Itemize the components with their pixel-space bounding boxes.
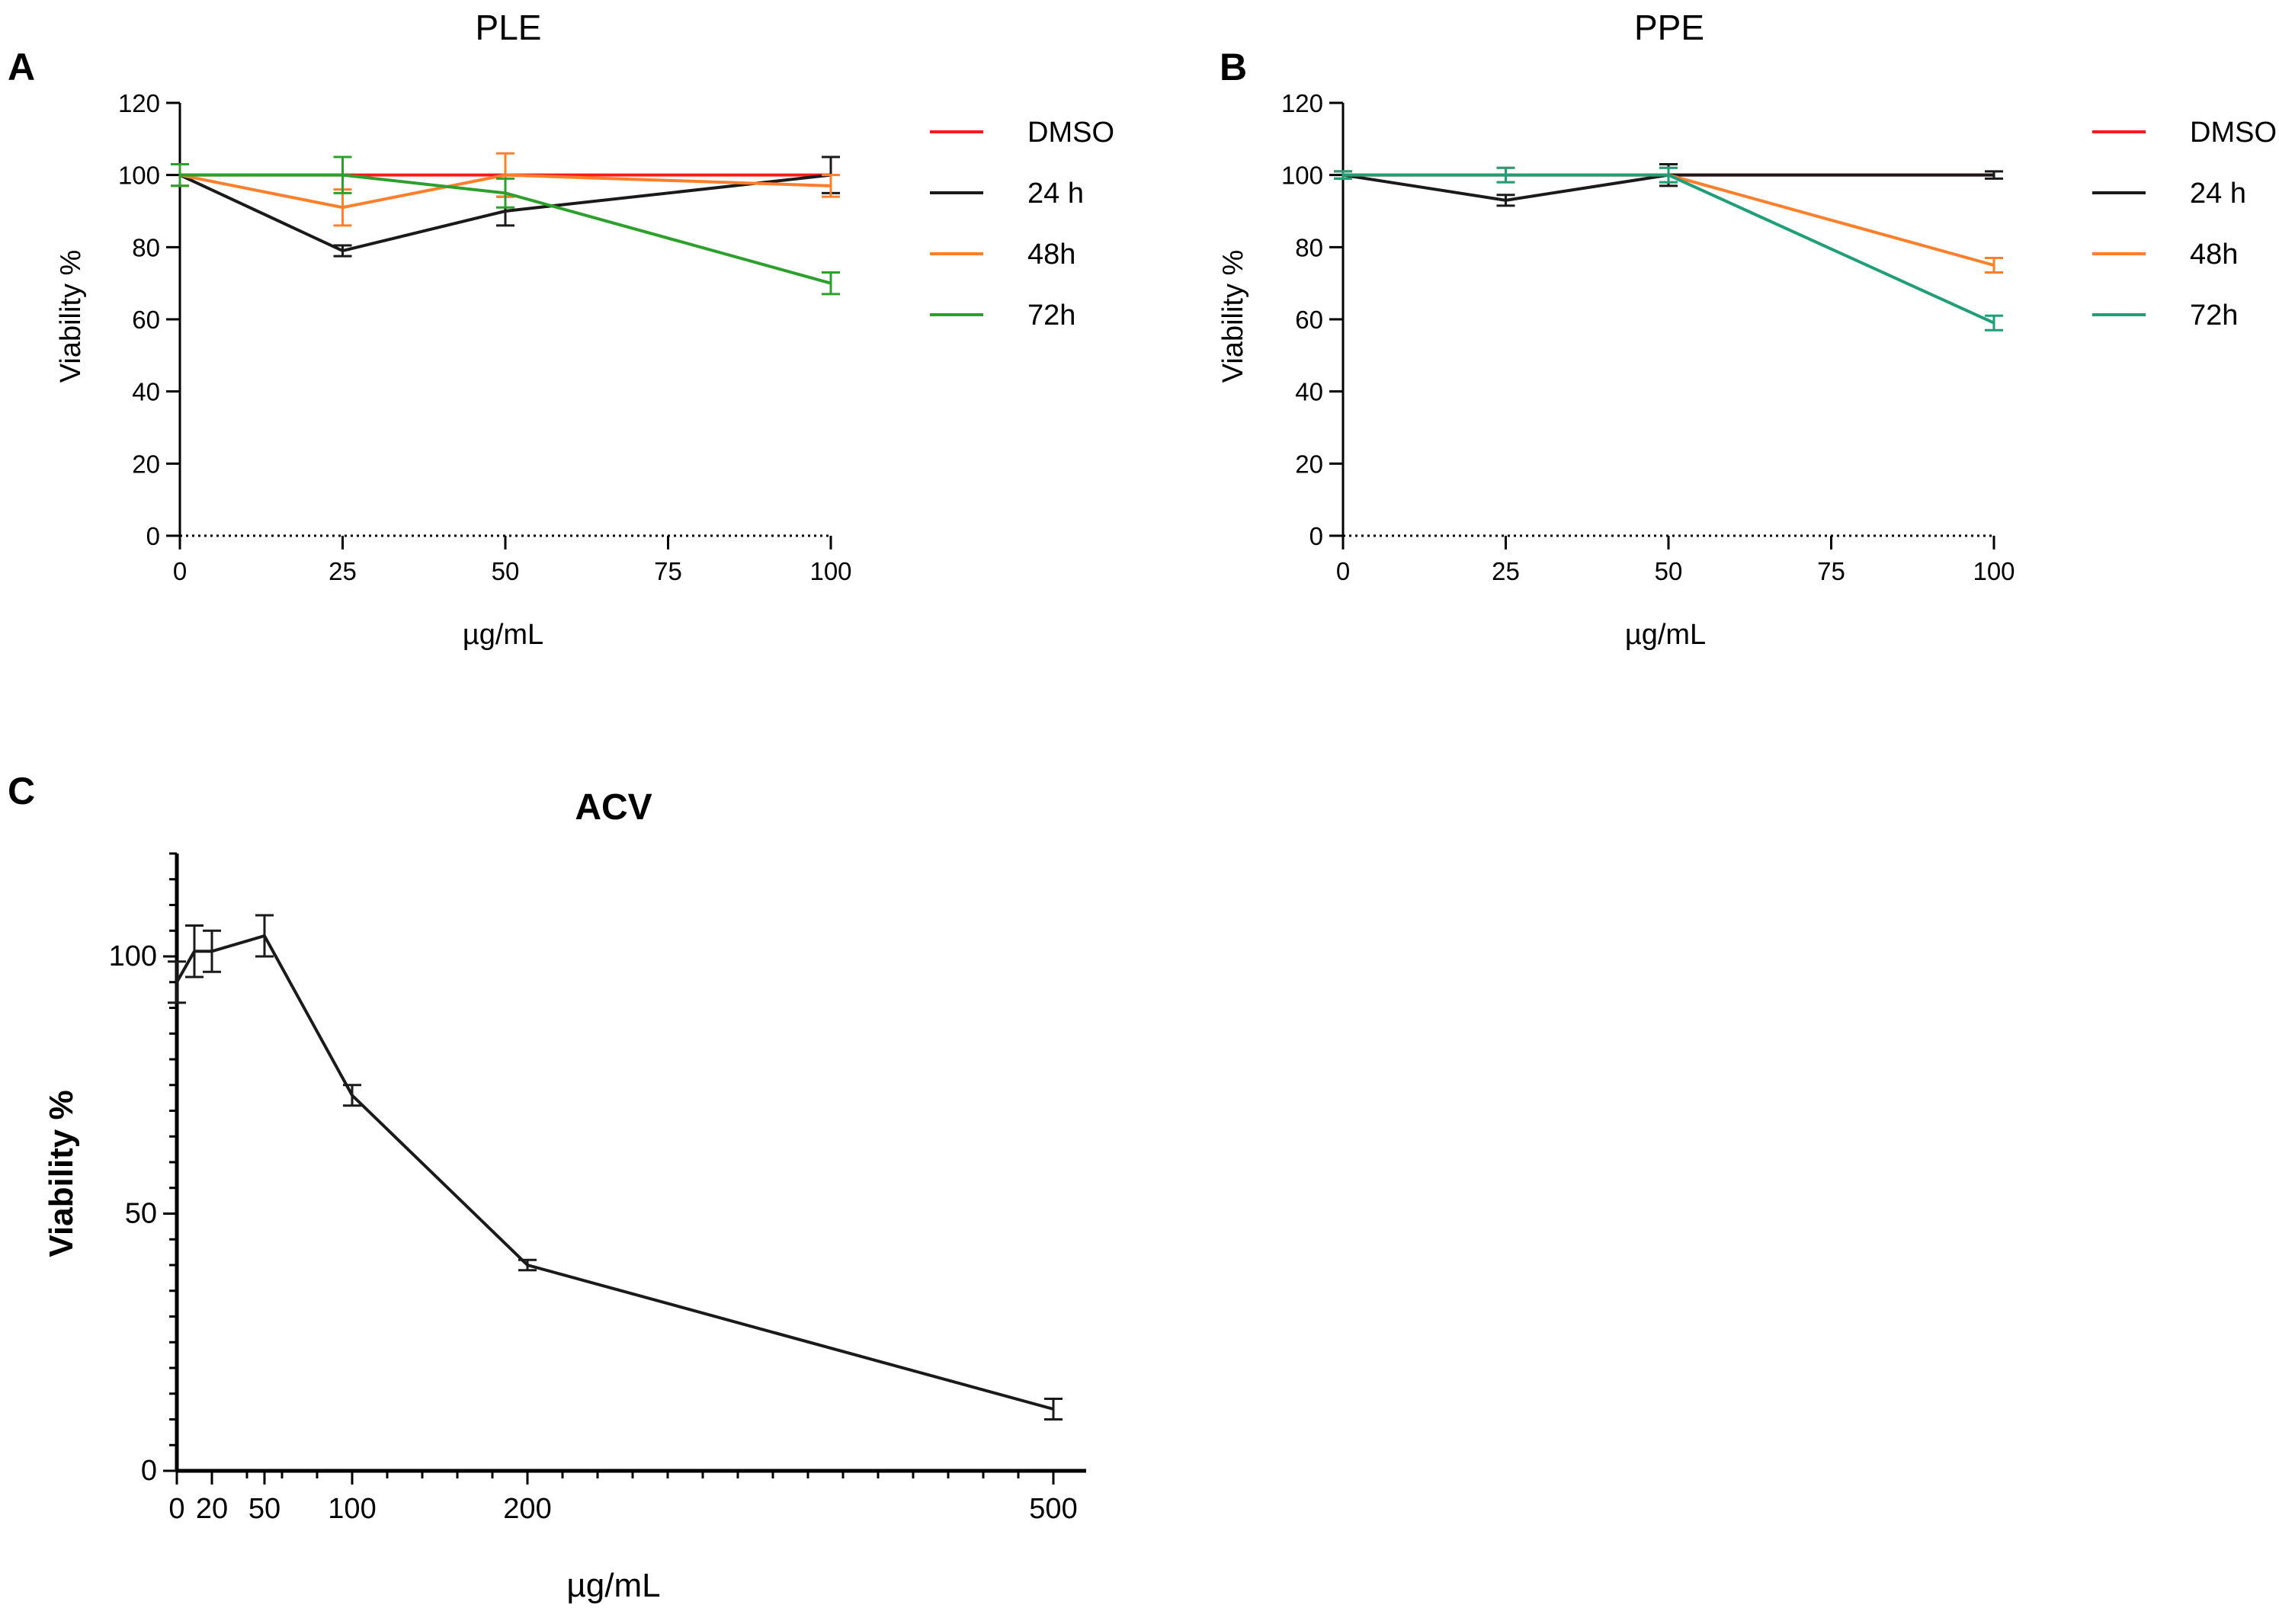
panel-a-y-tick-label: 60: [132, 306, 160, 334]
panel-c-plot: 0 50 100 0 20 50 100 200 500: [109, 852, 1086, 1525]
panel-a-plot: 0 20 40 60 80 100 120 0 25 50 75 100: [118, 89, 852, 585]
panel-c-y-tick-label: 100: [109, 940, 157, 972]
panel-c-title: ACV: [575, 787, 652, 828]
panel-letter-a: A: [8, 46, 35, 88]
panel-a-x-tick-label: 75: [654, 557, 682, 585]
panel-b-ylabel: Viability %: [1217, 250, 1249, 383]
panel-c-y-tick-label: 50: [125, 1198, 157, 1230]
panel-a-legend-dmso-label: DMSO: [1027, 117, 1114, 149]
panel-b-legend-24h-label: 24 h: [2190, 178, 2246, 210]
panel-b-y-tick-label: 80: [1295, 233, 1323, 261]
panel-a-x-tick-label: 100: [809, 557, 851, 585]
panel-a: A PLE 0 20 40 60 80 100 120 0 25 50 75 100 µg/mL Vi…: [8, 8, 1114, 651]
panel-c-ylabel: Viability %: [43, 1090, 80, 1257]
panel-a-x-tick-label: 25: [329, 557, 357, 585]
panel-a-y-tick-label: 20: [132, 450, 160, 478]
panel-b-y-tick-label: 100: [1281, 162, 1323, 190]
panel-c: C ACV 0 50 100 0 20 50 100 200 500 µg/mL Viabili…: [8, 770, 1086, 1604]
panel-a-x-tick-label: 0: [173, 557, 187, 585]
panel-c-x-tick-label: 0: [168, 1493, 184, 1525]
panel-letter-b: B: [1220, 46, 1247, 88]
panel-b-title: PPE: [1634, 8, 1704, 47]
panel-b-plot: 0 20 40 60 80 100 120 0 25 50 75 100: [1281, 89, 2015, 585]
panel-b-xlabel: µg/mL: [1625, 619, 1706, 651]
panel-a-title: PLE: [476, 8, 542, 47]
panel-a-series-48h-line: [179, 173, 832, 210]
panel-b-series-24h-line: [1342, 173, 1994, 202]
panel-b-legend-72h-label: 72h: [2190, 299, 2238, 332]
panel-a-legend-24h-label: 24 h: [1027, 178, 1084, 210]
panel-b-x-tick-label: 0: [1336, 557, 1350, 585]
panel-c-series-acv: [168, 914, 1063, 1421]
panel-a-x-tick-label: 50: [492, 557, 520, 585]
panel-c-x-tick-label: 50: [248, 1493, 280, 1525]
panel-c-xlabel: µg/mL: [566, 1567, 660, 1604]
panel-a-legend-72h-label: 72h: [1027, 299, 1075, 332]
panel-b-x-tick-label: 100: [1973, 557, 2015, 585]
panel-a-y-tick-label: 100: [118, 162, 160, 190]
panel-b-y-tick-label: 0: [1309, 522, 1323, 550]
panel-c-x-tick-label: 20: [196, 1493, 228, 1525]
panel-c-x-tick-label: 100: [328, 1493, 376, 1525]
panel-b: B PPE 0 20 40 60 80 100 120 0 25 50 75 100 µg/mL Vi…: [1217, 8, 2277, 651]
panel-a-series-24h-line: [179, 173, 832, 253]
panel-a-y-tick-label: 80: [132, 233, 160, 261]
panel-b-y-tick-label: 120: [1281, 89, 1323, 117]
panel-letter-c: C: [8, 770, 35, 812]
panel-a-y-tick-label: 40: [132, 378, 160, 406]
panel-b-legend: DMSO 24 h 48h 72h: [2092, 117, 2277, 332]
panel-b-y-tick-label: 40: [1295, 378, 1323, 406]
panel-a-y-tick-label: 0: [146, 522, 160, 550]
panel-a-y-tick-label: 120: [118, 89, 160, 117]
panel-b-y-tick-label: 20: [1295, 450, 1323, 478]
panel-a-legend-48h-label: 48h: [1027, 239, 1075, 271]
panel-b-x-tick-label: 25: [1492, 557, 1520, 585]
panel-a-series-72h-line: [180, 173, 832, 285]
panel-b-y-tick-label: 60: [1295, 306, 1323, 334]
panel-b-x-tick-label: 50: [1655, 557, 1683, 585]
panel-b-series-72h-line: [1343, 173, 1995, 325]
panel-a-ylabel: Viability %: [55, 250, 87, 383]
panel-b-series-72h: [1334, 166, 2003, 332]
panel-c-x-tick-label: 500: [1029, 1493, 1077, 1525]
panel-a-series-72h: [171, 155, 840, 296]
panel-c-y-tick-label: 0: [141, 1455, 157, 1487]
panel-a-xlabel: µg/mL: [463, 619, 543, 651]
panel-b-legend-dmso-label: DMSO: [2190, 117, 2277, 149]
panel-b-legend-48h-label: 48h: [2190, 239, 2238, 271]
panel-a-legend: DMSO 24 h 48h 72h: [930, 117, 1114, 332]
panel-c-x-tick-label: 200: [503, 1493, 551, 1525]
panel-b-x-tick-label: 75: [1817, 557, 1845, 585]
